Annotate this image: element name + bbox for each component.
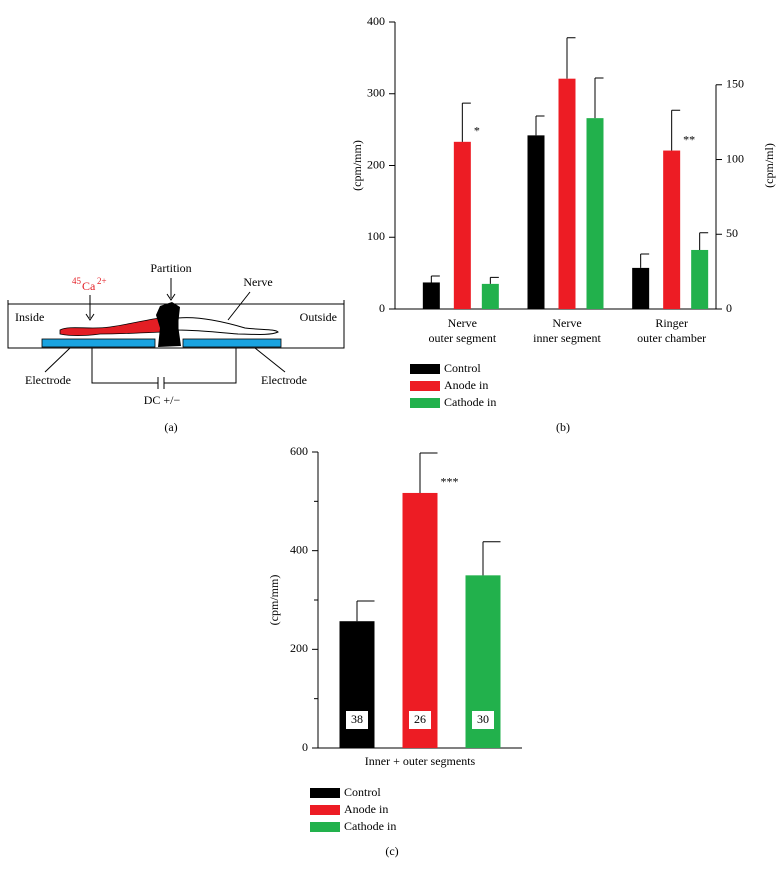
electrode-label: Electrode <box>25 373 71 387</box>
error-bar <box>671 109 681 151</box>
partition-label: Partition <box>150 261 191 275</box>
bar <box>632 267 650 309</box>
error-bar <box>594 77 604 119</box>
legend-swatch <box>410 364 440 374</box>
error-bar <box>640 253 650 268</box>
bar <box>527 135 545 309</box>
n-box <box>472 711 494 729</box>
y-tick-label: 200 <box>290 641 308 655</box>
legend-swatch <box>310 822 340 832</box>
nerve-outer <box>177 317 279 335</box>
y2-tick-label: 0 <box>726 301 732 315</box>
power-label: DC +/− <box>144 393 181 407</box>
arrow-head <box>85 313 95 321</box>
pointer <box>227 291 251 321</box>
y2-tick-label: 150 <box>726 77 744 91</box>
x-tick-label: Ringer outer chamber <box>637 316 706 345</box>
y2-tick-label: 50 <box>726 226 738 240</box>
caption: (a) <box>164 420 177 434</box>
y-tick-label: 400 <box>367 14 385 28</box>
x-tick-label: Nerve inner segment <box>533 316 601 345</box>
n-label: 26 <box>414 712 426 726</box>
pointer <box>254 347 286 373</box>
wire <box>91 348 158 384</box>
caption: (b) <box>556 420 570 434</box>
electrode <box>182 338 282 348</box>
error-bar <box>482 541 501 576</box>
arrow-head <box>166 293 176 301</box>
significance: ** <box>683 132 695 146</box>
ca-symbol: Ca <box>82 279 96 293</box>
bar <box>453 141 471 309</box>
bar <box>663 150 681 309</box>
nerve-inner <box>59 317 163 336</box>
y-axis-label: (cpm/mm) <box>267 575 281 626</box>
bar <box>402 492 438 748</box>
diagram: 45 Ca 2+ Partition Nerve Inside Outside … <box>7 261 345 434</box>
legend-swatch <box>310 788 340 798</box>
inside-label: Inside <box>15 310 44 324</box>
bar <box>586 118 604 310</box>
legend-label: Control <box>444 361 481 375</box>
error-bar <box>419 452 438 493</box>
tank <box>7 300 345 349</box>
y-tick-label: 200 <box>367 157 385 171</box>
y-tick-label: 100 <box>367 229 385 243</box>
significance: * <box>474 124 480 138</box>
legend-swatch <box>410 381 440 391</box>
legend-label: Anode in <box>444 378 488 392</box>
error-bar <box>566 37 576 79</box>
n-label: 38 <box>351 712 363 726</box>
legend-label: Anode in <box>344 802 388 816</box>
bar <box>691 249 709 309</box>
outside-label: Outside <box>300 310 337 324</box>
y-tick-label: 600 <box>290 444 308 458</box>
pointer <box>44 347 71 373</box>
n-label: 30 <box>477 712 489 726</box>
partition <box>156 302 181 347</box>
legend-label: Cathode in <box>444 395 496 409</box>
x-tick-label: Nerve outer segment <box>429 316 497 345</box>
x-tick-label: Inner + outer segments <box>365 754 476 768</box>
bar <box>481 283 499 309</box>
error-bar <box>489 276 499 284</box>
error-bar <box>430 275 440 283</box>
y-tick-label: 0 <box>302 740 308 754</box>
significance: *** <box>441 475 459 489</box>
y2-tick-label: 100 <box>726 151 744 165</box>
error-bar <box>461 102 471 142</box>
y-tick-label: 300 <box>367 86 385 100</box>
y2-axis-label: (cpm/ml) <box>762 143 776 188</box>
legend-label: Cathode in <box>344 819 396 833</box>
electrode <box>41 338 156 348</box>
error-bar <box>699 232 709 250</box>
n-box <box>346 711 368 729</box>
y-tick-label: 0 <box>379 301 385 315</box>
legend-label: Control <box>344 785 381 799</box>
error-bar <box>535 115 545 136</box>
n-box <box>409 711 431 729</box>
bar <box>422 282 440 309</box>
ca-charge: 2+ <box>97 276 107 286</box>
legend-swatch <box>310 805 340 815</box>
caption: (c) <box>385 844 398 858</box>
y-tick-label: 400 <box>290 542 308 556</box>
error-bar <box>356 600 375 622</box>
wire <box>164 348 237 384</box>
legend-swatch <box>410 398 440 408</box>
y-axis-label: (cpm/mm) <box>350 140 364 191</box>
bar <box>558 78 576 310</box>
electrode-label: Electrode <box>261 373 307 387</box>
nerve-label: Nerve <box>243 275 272 289</box>
ca-mass: 45 <box>72 276 82 286</box>
